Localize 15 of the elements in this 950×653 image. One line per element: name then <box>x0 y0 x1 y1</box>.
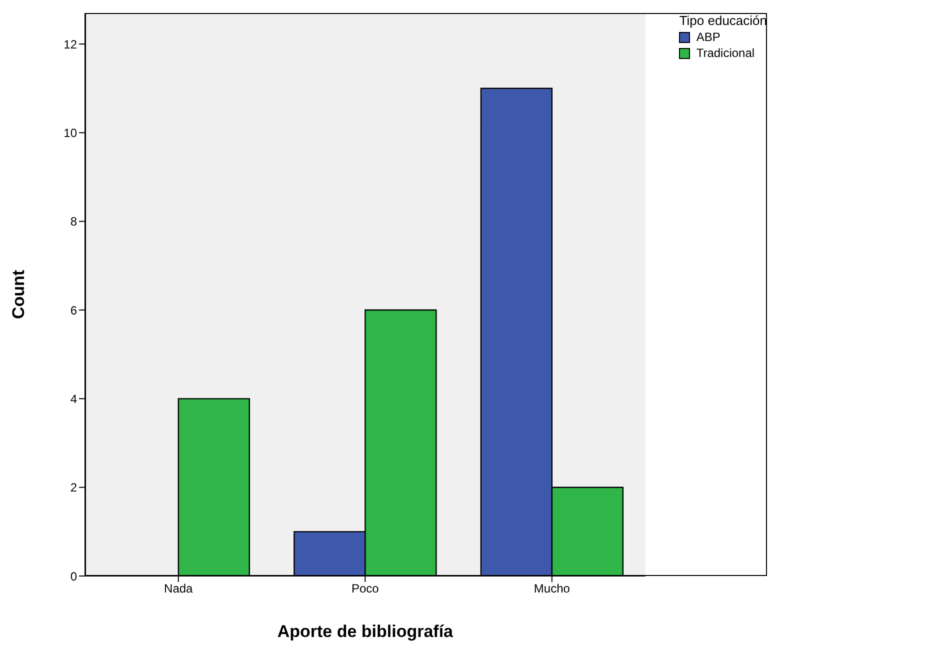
y-axis-title: Count <box>9 270 28 320</box>
y-tick-label: 0 <box>70 569 78 584</box>
x-axis-title: Aporte de bibliografía <box>277 622 454 641</box>
y-tick-label: 12 <box>64 37 78 52</box>
legend-title: Tipo educación <box>679 13 767 28</box>
y-tick-label: 6 <box>70 303 78 318</box>
x-tick-label: Mucho <box>534 582 570 596</box>
y-tick-label: 4 <box>70 392 78 406</box>
x-tick-label: Poco <box>351 582 380 596</box>
legend-label: Tradicional <box>696 46 755 60</box>
y-tick-label: 2 <box>70 480 78 495</box>
legend-label: ABP <box>696 30 720 44</box>
x-tick-label: Nada <box>164 582 194 596</box>
y-tick-label: 8 <box>70 214 78 229</box>
y-tick-label: 10 <box>64 126 78 140</box>
